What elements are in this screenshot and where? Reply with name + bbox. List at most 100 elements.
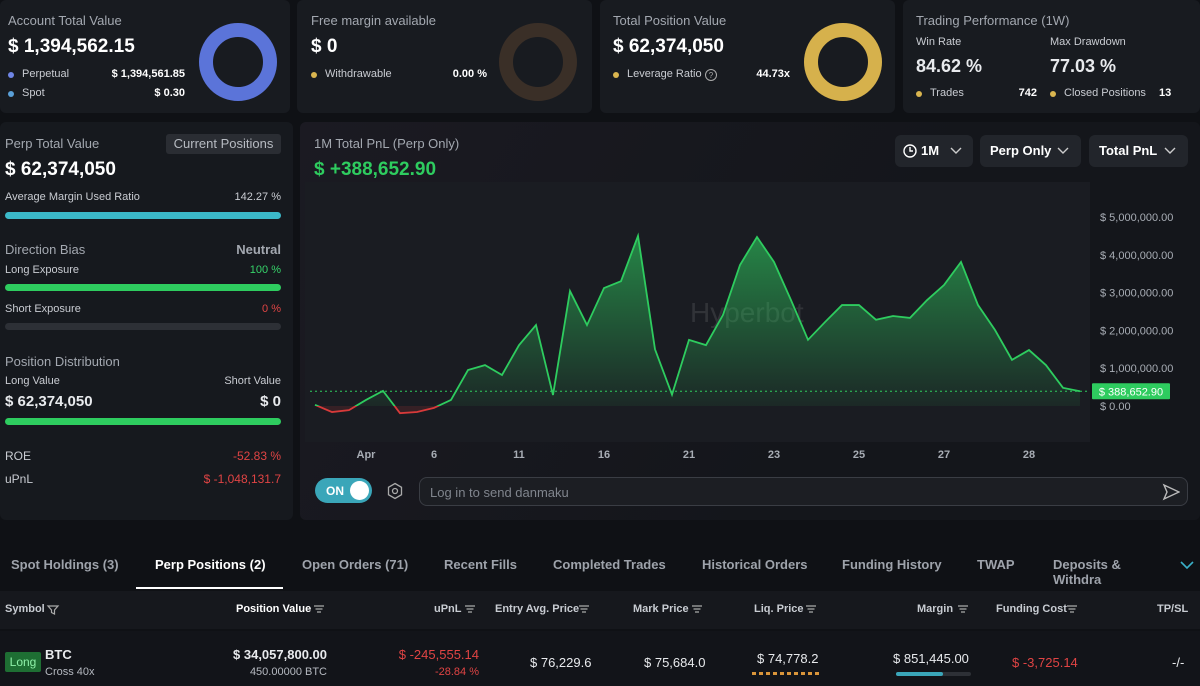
value: $ 62,374,050 (5, 393, 93, 410)
row-value: 44.73x (756, 68, 790, 80)
table-row[interactable] (0, 631, 1200, 686)
liq-indicator (752, 672, 822, 675)
tab-underline (136, 587, 283, 589)
send-icon[interactable] (1162, 483, 1180, 501)
toggle-knob (350, 481, 369, 500)
label: uPnL (5, 472, 34, 486)
value: 142.27 % (234, 191, 281, 203)
tab[interactable]: Historical Orders (702, 557, 808, 572)
x-tick-label: 11 (513, 449, 525, 461)
label: Direction Bias (5, 242, 86, 257)
column-header[interactable]: Symbol (5, 603, 45, 615)
distribution-bar (5, 418, 281, 425)
card-value: $ 62,374,050 (613, 36, 724, 57)
pnl-chart: Hyperbot$ 0.00$ 1,000,000.00$ 2,000,000.… (305, 182, 1173, 461)
position-size: 450.00000 BTC (249, 666, 327, 678)
row-value: 742 (1018, 87, 1037, 99)
column-header[interactable]: Position Value (236, 603, 312, 615)
value: Neutral (236, 242, 281, 257)
tabs-bar (0, 520, 1200, 590)
metric-select[interactable]: Total PnL (1089, 135, 1188, 167)
label: Short Value (224, 375, 281, 387)
svg-text:?: ? (709, 71, 714, 80)
value: $ -1,048,131.7 (203, 472, 281, 486)
tab-active[interactable]: Perp Positions (2) (155, 557, 266, 572)
x-tick-label: Apr (357, 449, 377, 461)
label: Average Margin Used Ratio (5, 191, 140, 203)
summary-panel: Perp Total Value Current Positions $ 62,… (0, 122, 293, 520)
column-header[interactable]: Entry Avg. Price (495, 603, 580, 615)
column-header[interactable]: Liq. Price (754, 603, 804, 615)
side-badge: Long (5, 652, 41, 672)
help-icon[interactable]: ? (704, 68, 718, 82)
row-label: Leverage Ratio (627, 68, 702, 80)
x-tick-label: 6 (431, 449, 437, 461)
tab[interactable]: Completed Trades (553, 557, 666, 572)
area-fill (315, 235, 1080, 406)
row-value: 0.00 % (452, 68, 487, 80)
tab[interactable]: TWAP (977, 557, 1015, 572)
value: $ 0 (260, 393, 281, 410)
y-tick-label: $ 4,000,000.00 (1100, 250, 1173, 262)
danmaku-toggle[interactable]: ON (315, 478, 372, 503)
mark-price: $ 75,684.0 (644, 655, 706, 670)
margin-bar (5, 212, 281, 219)
margin-card: Free margin available $ 0 Withdrawable 0… (297, 0, 592, 113)
tab[interactable]: Deposits & Withdra (1053, 557, 1121, 587)
label: Long Exposure (5, 264, 79, 276)
column-header[interactable]: Mark Price (633, 603, 689, 615)
donut-ring (199, 23, 277, 101)
current-value-box (1092, 383, 1170, 400)
margin-track (896, 672, 971, 676)
column-header[interactable]: uPnL (434, 603, 462, 615)
tab[interactable]: Open Orders (71) (302, 557, 409, 572)
legend-dot (916, 91, 922, 97)
row-value: $ 1,394,561.85 (111, 68, 185, 80)
card-value: $ 0 (311, 36, 338, 57)
stat-label: Win Rate (916, 36, 962, 48)
x-tick-label: 21 (683, 449, 695, 461)
label: Short Exposure (5, 303, 81, 315)
account-card: Account Total Value $ 1,394,562.15 Perpe… (0, 0, 290, 113)
tabs-more[interactable] (1180, 560, 1194, 570)
legend-dot (311, 72, 317, 78)
donut (499, 23, 577, 101)
donut-ring (804, 23, 882, 101)
scope-select[interactable]: Perp Only (980, 135, 1081, 167)
y-tick-label: $ 5,000,000.00 (1100, 212, 1173, 224)
donut (804, 23, 882, 101)
label: ROE (5, 449, 32, 463)
tab[interactable]: Recent Fills (444, 557, 517, 572)
table-header (0, 591, 1200, 629)
tab[interactable]: Funding History (842, 557, 942, 572)
card-title: Account Total Value (8, 13, 122, 28)
position-card: Total Position Value $ 62,374,050 Levera… (600, 0, 895, 113)
stat-value: 84.62 % (916, 56, 983, 76)
column-header[interactable]: Funding Cost (996, 603, 1067, 615)
sort-icons (46, 605, 1077, 615)
label: Perp Total Value (5, 136, 100, 151)
y-tick-label: $ 1,000,000.00 (1100, 363, 1173, 375)
column-header[interactable]: Margin (917, 603, 954, 615)
x-tick-label: 23 (768, 449, 780, 461)
card-title: Trading Performance (1W) (916, 13, 1070, 28)
value: -52.83 % (232, 449, 281, 463)
position-value: $ 34,057,800.00 (233, 647, 327, 662)
label: Long Value (5, 375, 60, 387)
long-exposure-bar (5, 284, 281, 291)
x-tick-label: 28 (1023, 449, 1035, 461)
column-header[interactable]: TP/SL (1157, 603, 1189, 615)
card-title: Total Position Value (613, 13, 727, 28)
period-select[interactable]: 1M (895, 135, 973, 167)
metric-label: Total PnL (1099, 143, 1158, 158)
current-positions-button[interactable]: Current Positions (166, 134, 281, 154)
legend-dot (8, 72, 14, 78)
upnl: $ -245,555.14 (398, 647, 479, 662)
danmaku-input[interactable]: Log in to send danmaku (419, 477, 1188, 506)
tab[interactable]: Spot Holdings (3) (11, 557, 119, 572)
settings-icon[interactable] (386, 482, 404, 500)
card-title: Free margin available (311, 13, 437, 28)
margin: $ 851,445.00 (893, 651, 969, 666)
upnl-percent: -28.84 % (434, 666, 479, 678)
